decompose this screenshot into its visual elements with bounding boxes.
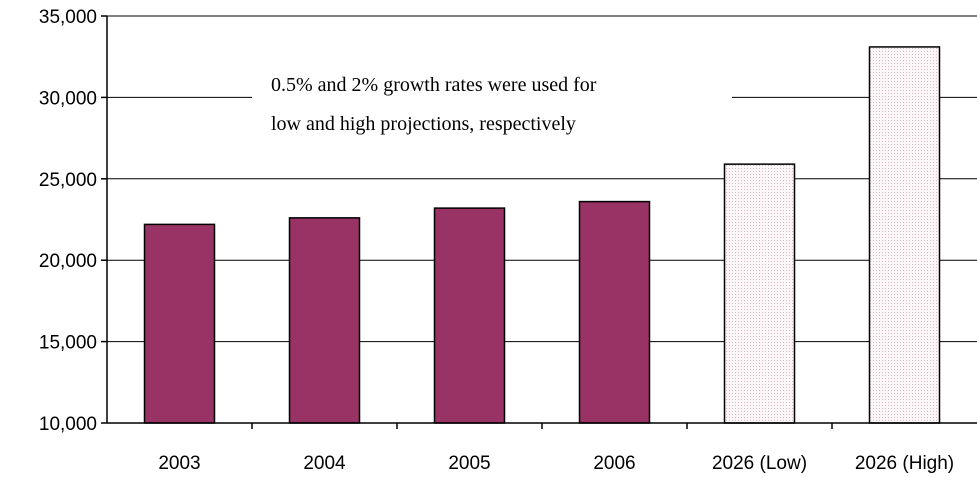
x-tick-label: 2026 (Low) [712, 453, 807, 474]
annotation-line-2: low and high projections, respectively [271, 113, 576, 135]
x-tick-label: 2004 [303, 453, 346, 474]
y-tick-label: 30,000 [39, 88, 97, 109]
bar-2006 [578, 200, 651, 424]
bar-2026-low [723, 163, 796, 424]
y-tick-label: 25,000 [39, 170, 97, 191]
y-tick-label: 10,000 [39, 414, 97, 435]
bar-2004 [288, 217, 361, 424]
x-tick-label: 2026 (High) [855, 453, 954, 474]
y-tick-label: 20,000 [39, 251, 97, 272]
annotation-line-1: 0.5% and 2% growth rates were used for [271, 74, 597, 96]
x-tick-label: 2003 [158, 453, 200, 474]
bars [143, 46, 941, 424]
bar-2003 [143, 223, 216, 424]
bar-2026-high [868, 46, 941, 424]
x-axis-ticks: 2003 2004 2005 2006 2026 (Low) 2026 (High) [158, 423, 954, 474]
y-axis-ticks: 10,000 15,000 20,000 25,000 30,000 35,000 [39, 7, 107, 435]
x-tick-label: 2006 [593, 453, 635, 474]
x-tick-label: 2005 [448, 453, 490, 474]
y-tick-label: 15,000 [39, 333, 97, 354]
annotation-background [252, 62, 732, 142]
bar-2005 [433, 207, 506, 424]
y-tick-label: 35,000 [39, 7, 97, 28]
